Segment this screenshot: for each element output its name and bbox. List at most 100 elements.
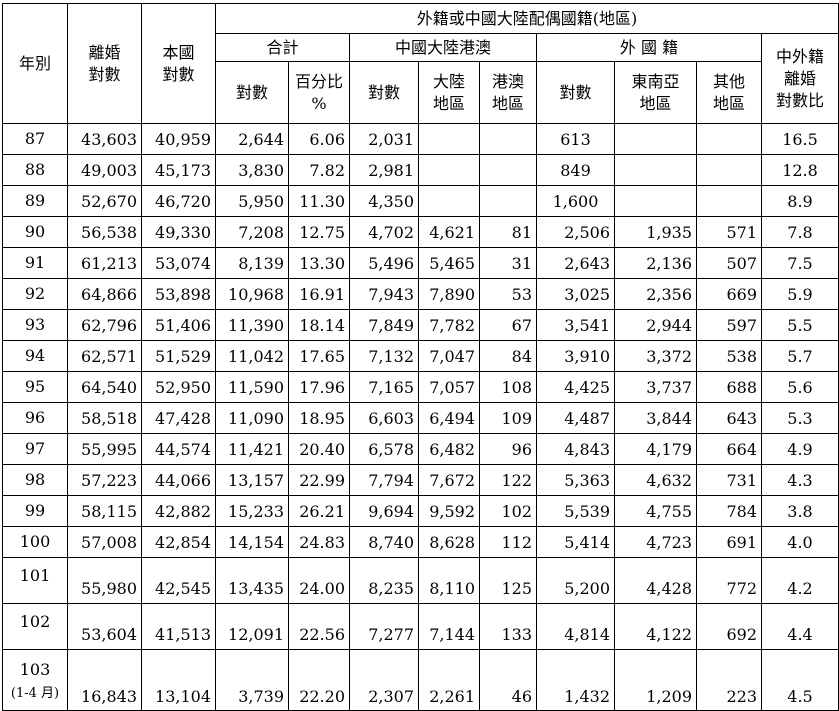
cell-other: 597: [696, 309, 762, 341]
cell-native: 53,074: [141, 247, 216, 279]
cell-hkmo: 67: [479, 309, 537, 341]
table-row: 93 62,796 51,406 11,390 18.14 7,849 7,782 67 3,5…: [2, 309, 839, 341]
cell-native: 52,950: [141, 371, 216, 403]
header-ratio: 中外籍 離婚 對數比: [761, 33, 839, 124]
cell-hkmo: 122: [479, 464, 537, 496]
cell-mainland: 7,672: [418, 464, 480, 496]
cell-china: 8,235: [349, 557, 419, 604]
cell-percentage: 13.30: [288, 247, 350, 279]
cell-total: 11,090: [215, 402, 289, 434]
cell-native: 13,104: [141, 649, 216, 711]
cell-china: 2,307: [349, 649, 419, 711]
cell-foreign: 3,025: [536, 278, 615, 310]
cell-foreign: 2,506: [536, 216, 615, 248]
cell-divorce: 53,604: [67, 603, 142, 650]
divorce-statistics-table: 年別 離婚 對數 本國 對數 外籍或中國大陸配偶國籍(地區) 合計 中國大陸港澳 外…: [2, 3, 839, 711]
cell-native: 51,406: [141, 309, 216, 341]
table-row: 91 61,213 53,074 8,139 13.30 5,496 5,465 31 2,64…: [2, 247, 839, 279]
cell-year: 102: [2, 603, 68, 650]
table-row: 94 62,571 51,529 11,042 17.65 7,132 7,047 84 3,9…: [2, 340, 839, 372]
cell-native: 51,529: [141, 340, 216, 372]
cell-southeast-asia: 2,944: [614, 309, 697, 341]
table-row: 95 64,540 52,950 11,590 17.96 7,165 7,057 108 4,…: [2, 371, 839, 403]
cell-hkmo: 84: [479, 340, 537, 372]
cell-china: 4,702: [349, 216, 419, 248]
cell-total: 11,421: [215, 433, 289, 465]
cell-divorce: 62,571: [67, 340, 142, 372]
cell-hkmo: 102: [479, 495, 537, 527]
cell-china: 7,277: [349, 603, 419, 650]
cell-mainland: 6,494: [418, 402, 480, 434]
cell-china: 2,981: [349, 154, 419, 186]
cell-native: 49,330: [141, 216, 216, 248]
cell-mainland: 2,261: [418, 649, 480, 711]
cell-foreign: 613: [536, 123, 615, 155]
cell-ratio: 4.2: [761, 557, 839, 604]
header-divorce-count: 離婚 對數: [67, 3, 142, 124]
cell-percentage: 22.99: [288, 464, 350, 496]
cell-southeast-asia: [614, 123, 697, 155]
cell-southeast-asia: [614, 154, 697, 186]
cell-percentage: 24.00: [288, 557, 350, 604]
cell-year: 94: [2, 340, 68, 372]
header-foreign-spouse-group: 外籍或中國大陸配偶國籍(地區): [215, 3, 839, 34]
cell-year: 96: [2, 402, 68, 434]
cell-foreign: 1,432: [536, 649, 615, 711]
cell-ratio: 5.7: [761, 340, 839, 372]
table-row: 92 64,866 53,898 10,968 16.91 7,943 7,890 53 3,0…: [2, 278, 839, 310]
cell-southeast-asia: 2,356: [614, 278, 697, 310]
cell-total: 7,208: [215, 216, 289, 248]
cell-southeast-asia: 2,136: [614, 247, 697, 279]
cell-foreign: 5,200: [536, 557, 615, 604]
table-row: 90 56,538 49,330 7,208 12.75 4,702 4,621 81 2,50…: [2, 216, 839, 248]
cell-other: 669: [696, 278, 762, 310]
cell-other: 664: [696, 433, 762, 465]
cell-total: 13,157: [215, 464, 289, 496]
cell-southeast-asia: 1,209: [614, 649, 697, 711]
table-row: 101 55,980 42,545 13,435 24.00 8,235 8,110 125 5…: [2, 557, 839, 604]
cell-total: 13,435: [215, 557, 289, 604]
cell-divorce: 57,223: [67, 464, 142, 496]
cell-hkmo: 112: [479, 526, 537, 558]
cell-percentage: 24.83: [288, 526, 350, 558]
cell-divorce: 58,518: [67, 402, 142, 434]
cell-china: 6,603: [349, 402, 419, 434]
cell-foreign: 5,539: [536, 495, 615, 527]
header-southeast-asia: 東南亞 地區: [614, 61, 697, 124]
cell-hkmo: [479, 123, 537, 155]
cell-divorce: 16,843: [67, 649, 142, 711]
cell-foreign: 2,643: [536, 247, 615, 279]
cell-divorce: 55,980: [67, 557, 142, 604]
cell-year: 100: [2, 526, 68, 558]
cell-native: 44,066: [141, 464, 216, 496]
cell-native: 47,428: [141, 402, 216, 434]
header-year: 年別: [2, 3, 68, 124]
cell-other: 571: [696, 216, 762, 248]
cell-other: [696, 123, 762, 155]
cell-china: 8,740: [349, 526, 419, 558]
cell-ratio: 5.9: [761, 278, 839, 310]
header-foreign-group: 外 國 籍: [536, 33, 762, 62]
header-other: 其他 地區: [696, 61, 762, 124]
table-body: 87 43,603 40,959 2,644 6.06 2,031 613 16.5 88 49,…: [2, 123, 839, 711]
cell-other: 223: [696, 649, 762, 711]
header-china-hkmo-group: 中國大陸港澳: [349, 33, 537, 62]
cell-ratio: 4.0: [761, 526, 839, 558]
cell-other: 691: [696, 526, 762, 558]
cell-mainland: 7,047: [418, 340, 480, 372]
cell-china: 7,165: [349, 371, 419, 403]
cell-ratio: 8.9: [761, 185, 839, 217]
cell-other: 538: [696, 340, 762, 372]
cell-hkmo: [479, 154, 537, 186]
cell-mainland: 7,890: [418, 278, 480, 310]
cell-foreign: 4,814: [536, 603, 615, 650]
cell-china: 7,849: [349, 309, 419, 341]
cell-southeast-asia: 4,122: [614, 603, 697, 650]
cell-native: 45,173: [141, 154, 216, 186]
cell-southeast-asia: 4,179: [614, 433, 697, 465]
cell-hkmo: 125: [479, 557, 537, 604]
cell-year: 87: [2, 123, 68, 155]
cell-year: 92: [2, 278, 68, 310]
cell-hkmo: 81: [479, 216, 537, 248]
cell-total: 2,644: [215, 123, 289, 155]
